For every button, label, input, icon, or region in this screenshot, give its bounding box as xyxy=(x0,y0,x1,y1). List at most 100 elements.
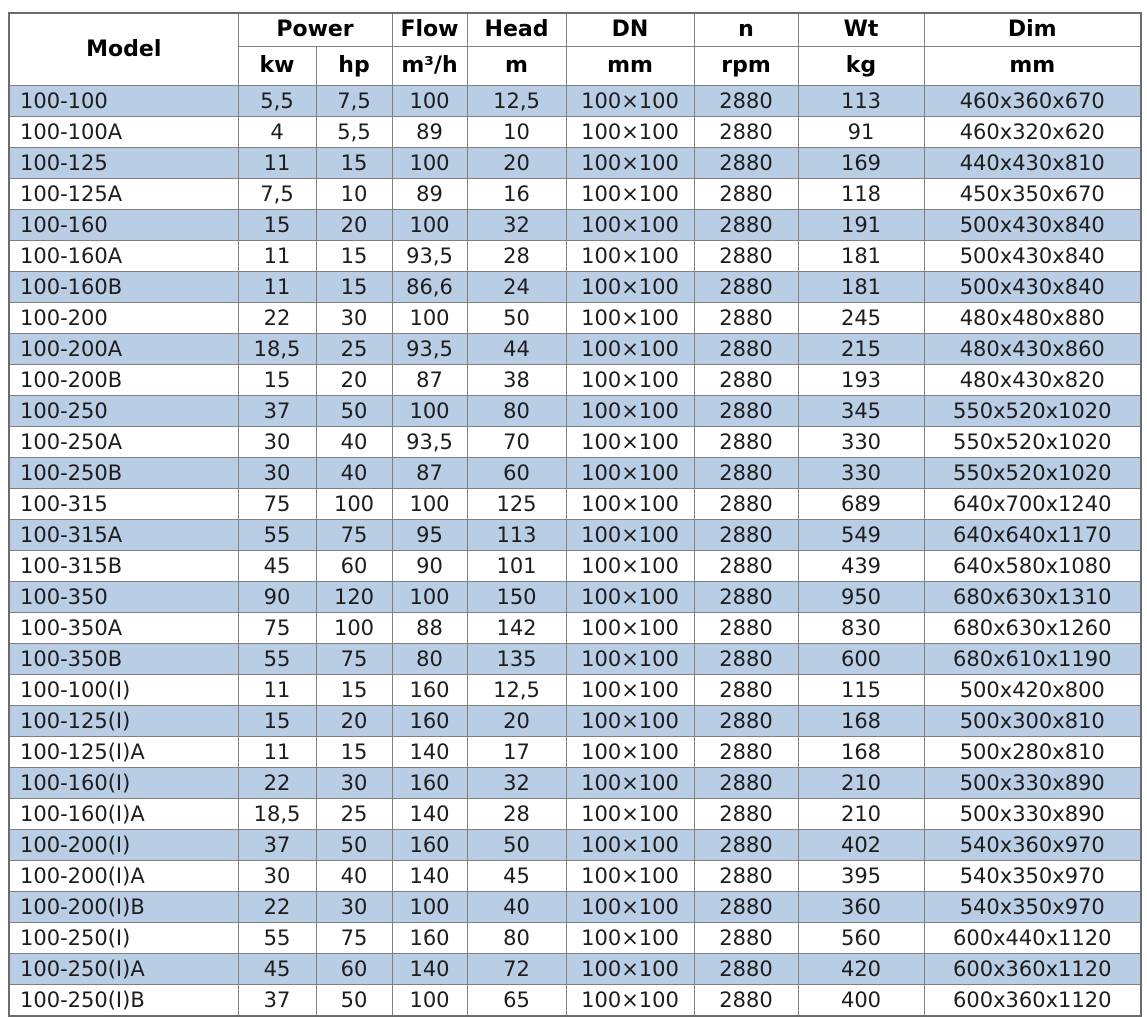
cell-power-hp: 25 xyxy=(315,797,393,830)
table-row: 100-315 75 100 100 125 100×100 2880 689 640x700x… xyxy=(8,487,1142,520)
cell-power-hp: 7,5 xyxy=(315,84,393,117)
cell-dn: 100×100 xyxy=(565,828,695,861)
cell-rpm: 2880 xyxy=(693,704,799,737)
table-row: 100-200(I)B 22 30 100 40 100×100 2880 360 540x35… xyxy=(8,890,1142,923)
cell-power-hp: 20 xyxy=(315,704,393,737)
cell-power-hp: 30 xyxy=(315,301,393,334)
header-n: n xyxy=(693,12,799,47)
cell-flow: 93,5 xyxy=(391,332,468,365)
cell-dn: 100×100 xyxy=(565,332,695,365)
cell-flow: 90 xyxy=(391,549,468,582)
cell-power-hp: 10 xyxy=(315,177,393,210)
cell-power-hp: 15 xyxy=(315,239,393,272)
cell-wt: 193 xyxy=(797,363,925,396)
table-row: 100-125A 7,5 10 89 16 100×100 2880 118 450x350x6… xyxy=(8,177,1142,210)
table-row: 100-200 22 30 100 50 100×100 2880 245 480x480x88… xyxy=(8,301,1142,334)
cell-dn: 100×100 xyxy=(565,363,695,396)
cell-rpm: 2880 xyxy=(693,115,799,148)
table-row: 100-315B 45 60 90 101 100×100 2880 439 640x580x1… xyxy=(8,549,1142,582)
cell-flow: 100 xyxy=(391,890,468,923)
cell-dn: 100×100 xyxy=(565,394,695,427)
cell-wt: 115 xyxy=(797,673,925,706)
cell-power-kw: 55 xyxy=(237,518,317,551)
cell-power-kw: 75 xyxy=(237,611,317,644)
header-unit-dim: mm xyxy=(923,45,1142,86)
header-unit-dn: mm xyxy=(565,45,695,86)
cell-model: 100-315 xyxy=(8,487,239,520)
cell-dn: 100×100 xyxy=(565,301,695,334)
cell-head: 28 xyxy=(466,797,567,830)
cell-flow: 100 xyxy=(391,301,468,334)
cell-model: 100-200(I)B xyxy=(8,890,239,923)
cell-rpm: 2880 xyxy=(693,394,799,427)
cell-power-kw: 15 xyxy=(237,704,317,737)
cell-dim: 600x440x1120 xyxy=(923,921,1142,954)
cell-dn: 100×100 xyxy=(565,797,695,830)
cell-dim: 500x430x840 xyxy=(923,208,1142,241)
cell-dim: 500x420x800 xyxy=(923,673,1142,706)
table-row: 100-100 5,5 7,5 100 12,5 100×100 2880 113 460x36… xyxy=(8,84,1142,117)
cell-power-kw: 5,5 xyxy=(237,84,317,117)
table-row: 100-250A 30 40 93,5 70 100×100 2880 330 550x520x… xyxy=(8,425,1142,458)
table-row: 100-200B 15 20 87 38 100×100 2880 193 480x430x82… xyxy=(8,363,1142,396)
cell-dn: 100×100 xyxy=(565,115,695,148)
cell-head: 150 xyxy=(466,580,567,613)
cell-power-hp: 15 xyxy=(315,270,393,303)
table-row: 100-250 37 50 100 80 100×100 2880 345 550x520x10… xyxy=(8,394,1142,427)
cell-dn: 100×100 xyxy=(565,425,695,458)
table-row: 100-125(I) 15 20 160 20 100×100 2880 168 500x300… xyxy=(8,704,1142,737)
cell-power-kw: 37 xyxy=(237,394,317,427)
table-row: 100-250(I)A 45 60 140 72 100×100 2880 420 600x36… xyxy=(8,952,1142,985)
cell-dn: 100×100 xyxy=(565,518,695,551)
cell-power-hp: 60 xyxy=(315,549,393,582)
cell-head: 10 xyxy=(466,115,567,148)
header-dn: DN xyxy=(565,12,695,47)
cell-dim: 500x330x890 xyxy=(923,797,1142,830)
cell-rpm: 2880 xyxy=(693,518,799,551)
cell-head: 70 xyxy=(466,425,567,458)
header-unit-hp: hp xyxy=(315,45,393,86)
cell-rpm: 2880 xyxy=(693,84,799,117)
cell-dim: 460x320x620 xyxy=(923,115,1142,148)
cell-head: 38 xyxy=(466,363,567,396)
table-row: 100-200(I)A 30 40 140 45 100×100 2880 395 540x35… xyxy=(8,859,1142,892)
cell-dim: 680x630x1260 xyxy=(923,611,1142,644)
cell-dn: 100×100 xyxy=(565,859,695,892)
header-model: Model xyxy=(8,12,239,86)
cell-power-kw: 55 xyxy=(237,921,317,954)
cell-dn: 100×100 xyxy=(565,766,695,799)
cell-flow: 160 xyxy=(391,704,468,737)
cell-wt: 689 xyxy=(797,487,925,520)
cell-model: 100-250(I) xyxy=(8,921,239,954)
cell-power-kw: 11 xyxy=(237,735,317,768)
cell-power-kw: 11 xyxy=(237,270,317,303)
cell-dim: 540x360x970 xyxy=(923,828,1142,861)
cell-wt: 113 xyxy=(797,84,925,117)
cell-model: 100-100 xyxy=(8,84,239,117)
cell-wt: 169 xyxy=(797,146,925,179)
table-row: 100-250(I) 55 75 160 80 100×100 2880 560 600x440… xyxy=(8,921,1142,954)
cell-dim: 460x360x670 xyxy=(923,84,1142,117)
cell-power-hp: 75 xyxy=(315,642,393,675)
cell-dim: 540x350x970 xyxy=(923,890,1142,923)
cell-head: 28 xyxy=(466,239,567,272)
cell-dim: 550x520x1020 xyxy=(923,456,1142,489)
pump-spec-table: Model Power Flow Head DN n Wt Dim kw hp … xyxy=(8,12,1142,1017)
cell-dim: 680x610x1190 xyxy=(923,642,1142,675)
cell-power-kw: 37 xyxy=(237,828,317,861)
cell-model: 100-160B xyxy=(8,270,239,303)
cell-rpm: 2880 xyxy=(693,301,799,334)
cell-power-kw: 11 xyxy=(237,146,317,179)
cell-model: 100-250(I)A xyxy=(8,952,239,985)
cell-dim: 500x430x840 xyxy=(923,270,1142,303)
cell-dim: 440x430x810 xyxy=(923,146,1142,179)
cell-dn: 100×100 xyxy=(565,177,695,210)
cell-rpm: 2880 xyxy=(693,487,799,520)
cell-power-hp: 100 xyxy=(315,611,393,644)
cell-wt: 118 xyxy=(797,177,925,210)
cell-rpm: 2880 xyxy=(693,766,799,799)
cell-rpm: 2880 xyxy=(693,735,799,768)
cell-wt: 395 xyxy=(797,859,925,892)
cell-dn: 100×100 xyxy=(565,735,695,768)
cell-power-kw: 75 xyxy=(237,487,317,520)
